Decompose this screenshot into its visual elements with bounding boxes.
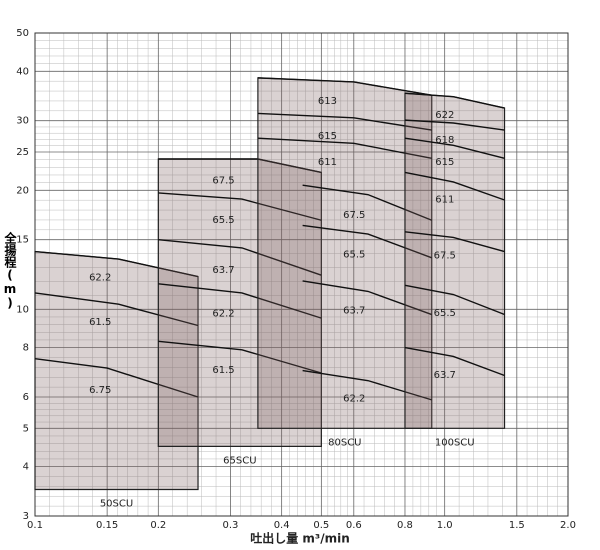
y-tick-label: 25 [16,147,29,158]
x-tick-label: 0.1 [27,520,43,531]
performance-curve [302,184,433,221]
performance-curve [404,284,505,316]
y-tick-label: 3 [23,511,29,522]
x-tick-label: 0.3 [223,520,239,531]
y-tick-label: 50 [16,28,29,39]
performance-curve [158,192,322,221]
performance-curve [302,280,433,316]
curve-label: 622 [435,110,454,121]
curve-label: 62.2 [343,393,365,404]
performance-curve [302,369,432,401]
curve-label: 65.5 [212,215,234,226]
curve-label: 62.2 [89,273,111,284]
performance-curve [34,250,199,278]
performance-curve [404,231,505,253]
x-tick-label: 0.2 [150,520,166,531]
curve-label: 615 [318,131,337,142]
curve-label: 63.7 [434,370,456,381]
model-label: 100SCU [435,437,475,448]
performance-curve [257,77,432,96]
x-tick-label: 1.5 [509,520,525,531]
x-tick-label: 2.0 [560,520,576,531]
curve-label: 67.5 [343,210,365,221]
curve-label: 611 [318,157,337,168]
x-tick-label: 0.15 [96,520,118,531]
curve-label: 61.5 [212,365,234,376]
performance-curve [257,112,432,131]
performance-curve [257,137,432,159]
performance-curve [34,292,199,327]
model-label: 50SCU [100,499,133,510]
curve-label: 63.7 [212,265,234,276]
performance-curve [404,346,505,377]
curve-label: 6.75 [89,385,111,396]
performance-curve [404,137,505,159]
curve-label: 67.5 [434,251,456,262]
curve-label: 615 [435,157,454,168]
curve-label: 67.5 [212,175,234,186]
x-tick-label: 0.8 [397,520,413,531]
curve-label: 61.5 [89,317,111,328]
performance-curve [404,119,505,131]
x-tick-label: 1.0 [437,520,453,531]
performance-curve [34,357,199,398]
performance-curve [404,92,505,109]
x-tick-label: 0.4 [274,520,290,531]
performance-curve [404,171,505,201]
x-tick-label: 0.5 [313,520,329,531]
performance-curve [158,340,322,374]
y-tick-label: 15 [16,235,29,246]
curve-label: 65.5 [343,249,365,260]
curve-label: 613 [318,96,337,107]
y-tick-label: 40 [16,66,29,77]
y-tick-label: 8 [23,343,29,354]
curve-label: 62.2 [212,309,234,320]
y-tick-label: 6 [23,392,29,403]
curve-label: 611 [435,194,454,205]
y-tick-label: 30 [16,116,29,127]
x-axis-label: 吐出し量 m³/min [250,531,349,546]
performance-curve [302,224,433,259]
y-tick-label: 4 [23,462,29,473]
y-axis-label: 全揚程(m) [3,232,17,310]
y-tick-label: 5 [23,423,29,434]
x-tick-label: 0.6 [346,520,362,531]
curve-label: 618 [435,135,454,146]
performance-curve [158,238,322,276]
y-tick-label: 20 [16,185,29,196]
performance-curve [158,283,322,319]
curve-label: 65.5 [434,308,456,319]
model-label: 65SCU [223,455,256,466]
curve-label: 63.7 [343,305,365,316]
y-tick-label: 10 [16,304,29,315]
model-label: 80SCU [328,437,361,448]
